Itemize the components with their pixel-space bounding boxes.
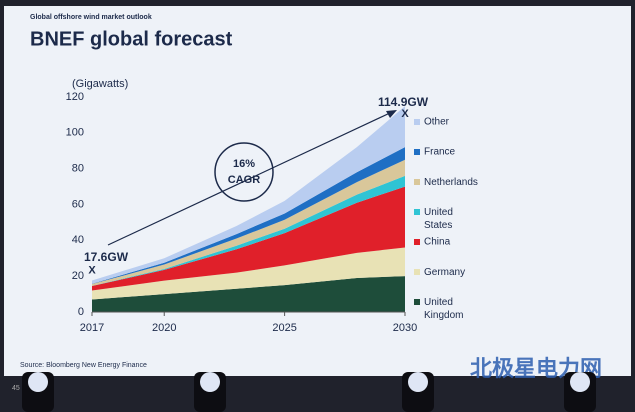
area [92,247,405,300]
y-tick-label: 60 [72,198,84,210]
legend-label: China [424,237,451,248]
chart-title: BNEF global forecast [30,28,233,50]
x-tick-label: 2025 [272,322,296,334]
end-label: 114.9GW [378,95,429,109]
legend-swatch [414,179,420,185]
legend-swatch [414,209,420,215]
page-number: 45 [12,385,20,392]
legend-label: Germany [424,267,465,278]
x-tick-label: 2017 [80,322,104,334]
y-tick-label: 120 [66,91,84,103]
area [92,186,405,291]
cagr-circle [214,142,274,202]
legend-label: United Kingdom [424,297,463,321]
arrow-head [386,110,397,118]
area [92,276,405,312]
start-marker: X [88,264,96,276]
stage-light-lens [408,372,428,392]
legend-label: United States [424,207,453,231]
legend-swatch [414,269,420,275]
y-tick-label: 100 [66,127,84,139]
subtitle: Global offshore wind market outlook [30,14,152,21]
source: Source: Bloomberg New Energy Finance [20,362,147,369]
stage-light-lens [570,372,590,392]
stage-light-lens [200,372,220,392]
start-label: 17.6GW [84,250,129,264]
y-tick-label: 80 [72,163,84,175]
x-tick-label: 2020 [152,322,176,334]
x-tick-label: 2030 [393,322,417,334]
y-axis-label: (Gigawatts) [72,78,128,90]
legend-label: France [424,147,456,158]
growth-arrow [107,111,393,246]
cagr-value: 16% [233,158,255,170]
y-tick-label: 40 [72,234,84,246]
legend-swatch [414,149,420,155]
cagr-label: CAGR [228,174,260,186]
legend-swatch [414,119,420,125]
end-marker: X [401,108,409,120]
legend-label: Netherlands [424,177,478,188]
y-tick-label: 20 [72,270,84,282]
stage-light-lens [28,372,48,392]
legend-label: Other [424,117,450,128]
legend-swatch [414,299,420,305]
legend-swatch [414,239,420,245]
y-tick-label: 0 [78,306,84,318]
